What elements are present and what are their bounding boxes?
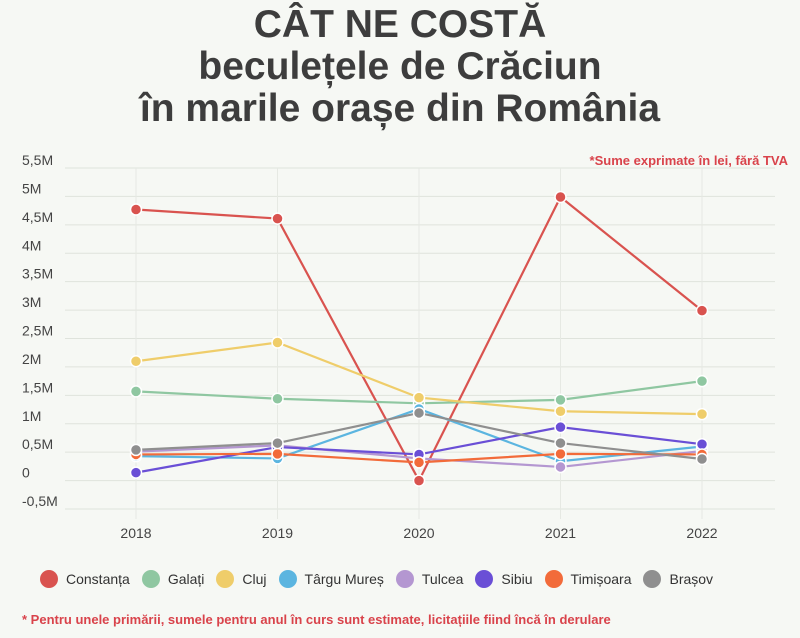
chart-legend: Constanța Galați Cluj Târgu Mureș Tulcea Sibi… bbox=[40, 566, 725, 592]
y-tick-label: 0 bbox=[22, 465, 30, 481]
legend-label: Constanța bbox=[66, 571, 130, 587]
y-tick-label: 5M bbox=[22, 180, 41, 196]
data-point bbox=[554, 420, 567, 434]
y-tick-label: 2M bbox=[22, 351, 41, 367]
y-tick-label: 5,5M bbox=[22, 152, 53, 168]
legend-label: Cluj bbox=[242, 571, 267, 587]
y-tick-label: 1,5M bbox=[22, 379, 53, 395]
x-tick-label: 2018 bbox=[120, 525, 151, 541]
currency-note: *Sume exprimate în lei, fără TVA bbox=[589, 153, 788, 168]
data-point bbox=[554, 404, 567, 418]
legend-item: Cluj bbox=[216, 570, 267, 588]
data-point bbox=[271, 436, 284, 450]
legend-label: Timișoara bbox=[570, 571, 632, 587]
x-tick-label: 2022 bbox=[686, 525, 717, 541]
x-tick-label: 2021 bbox=[545, 525, 576, 541]
data-point bbox=[129, 203, 143, 216]
legend-item: Sibiu bbox=[475, 570, 533, 588]
data-point bbox=[271, 392, 284, 405]
chart-title: CÂT NE COSTĂ beculețele de Crăciun în ma… bbox=[0, 4, 800, 130]
estimate-footnote: * Pentru unele primării, sumele pentru a… bbox=[22, 612, 611, 627]
legend-item: Brașov bbox=[643, 570, 713, 588]
data-point bbox=[695, 437, 709, 451]
legend-swatch bbox=[395, 570, 414, 588]
y-tick-label: 4M bbox=[22, 237, 41, 253]
data-point bbox=[695, 407, 709, 421]
legend-swatch bbox=[544, 570, 563, 588]
legend-label: Târgu Mureș bbox=[304, 571, 384, 587]
data-point bbox=[554, 393, 567, 407]
data-point bbox=[554, 447, 567, 461]
data-point bbox=[412, 391, 426, 404]
line-chart: 5,5M 5M 4,5M 4M 3,5M 3M 2,5M 2M 1,5M 1M 0,5M 0 -0,5M… bbox=[22, 152, 775, 541]
legend-label: Galați bbox=[167, 571, 205, 587]
y-tick-label: 3,5M bbox=[22, 266, 53, 282]
data-point bbox=[695, 374, 709, 388]
legend-label: Sibiu bbox=[501, 571, 533, 587]
data-point bbox=[271, 336, 284, 349]
data-point bbox=[554, 460, 567, 474]
data-point bbox=[412, 456, 426, 469]
legend-swatch bbox=[278, 570, 297, 588]
legend-swatch bbox=[643, 570, 662, 588]
legend-label: Tulcea bbox=[421, 571, 464, 587]
data-point bbox=[695, 304, 709, 317]
y-tick-label: 4,5M bbox=[22, 209, 53, 225]
legend-item: Constanța bbox=[40, 570, 130, 588]
data-point bbox=[129, 385, 143, 398]
legend-swatch bbox=[141, 570, 160, 588]
y-tick-label: 2,5M bbox=[22, 323, 53, 339]
data-point bbox=[412, 474, 426, 487]
y-tick-label: 0,5M bbox=[22, 436, 53, 452]
legend-item: Târgu Mureș bbox=[278, 570, 384, 588]
legend-item: Tulcea bbox=[395, 570, 464, 588]
title-line-1: CÂT NE COSTĂ bbox=[253, 3, 547, 46]
data-point bbox=[129, 466, 143, 479]
y-tick-label: 1M bbox=[22, 408, 41, 424]
title-line-2: beculețele de Crăciun bbox=[198, 45, 602, 88]
x-tick-label: 2019 bbox=[262, 525, 293, 541]
legend-item: Galați bbox=[141, 570, 205, 588]
data-point bbox=[554, 436, 567, 450]
data-point bbox=[412, 406, 426, 420]
x-tick-label: 2020 bbox=[403, 525, 434, 541]
y-tick-label: -0,5M bbox=[22, 493, 58, 509]
legend-swatch bbox=[216, 570, 235, 588]
title-line-3: în marile orașe din România bbox=[139, 87, 661, 130]
data-point bbox=[271, 212, 284, 225]
y-tick-label: 3M bbox=[22, 294, 41, 310]
data-point bbox=[129, 443, 143, 457]
data-point bbox=[271, 447, 284, 461]
data-point bbox=[695, 452, 709, 466]
legend-label: Brașov bbox=[669, 571, 714, 587]
legend-swatch bbox=[475, 570, 494, 588]
data-point bbox=[129, 354, 143, 368]
legend-swatch bbox=[40, 570, 58, 588]
data-point bbox=[554, 190, 567, 204]
legend-item: Timișoara bbox=[544, 570, 632, 588]
